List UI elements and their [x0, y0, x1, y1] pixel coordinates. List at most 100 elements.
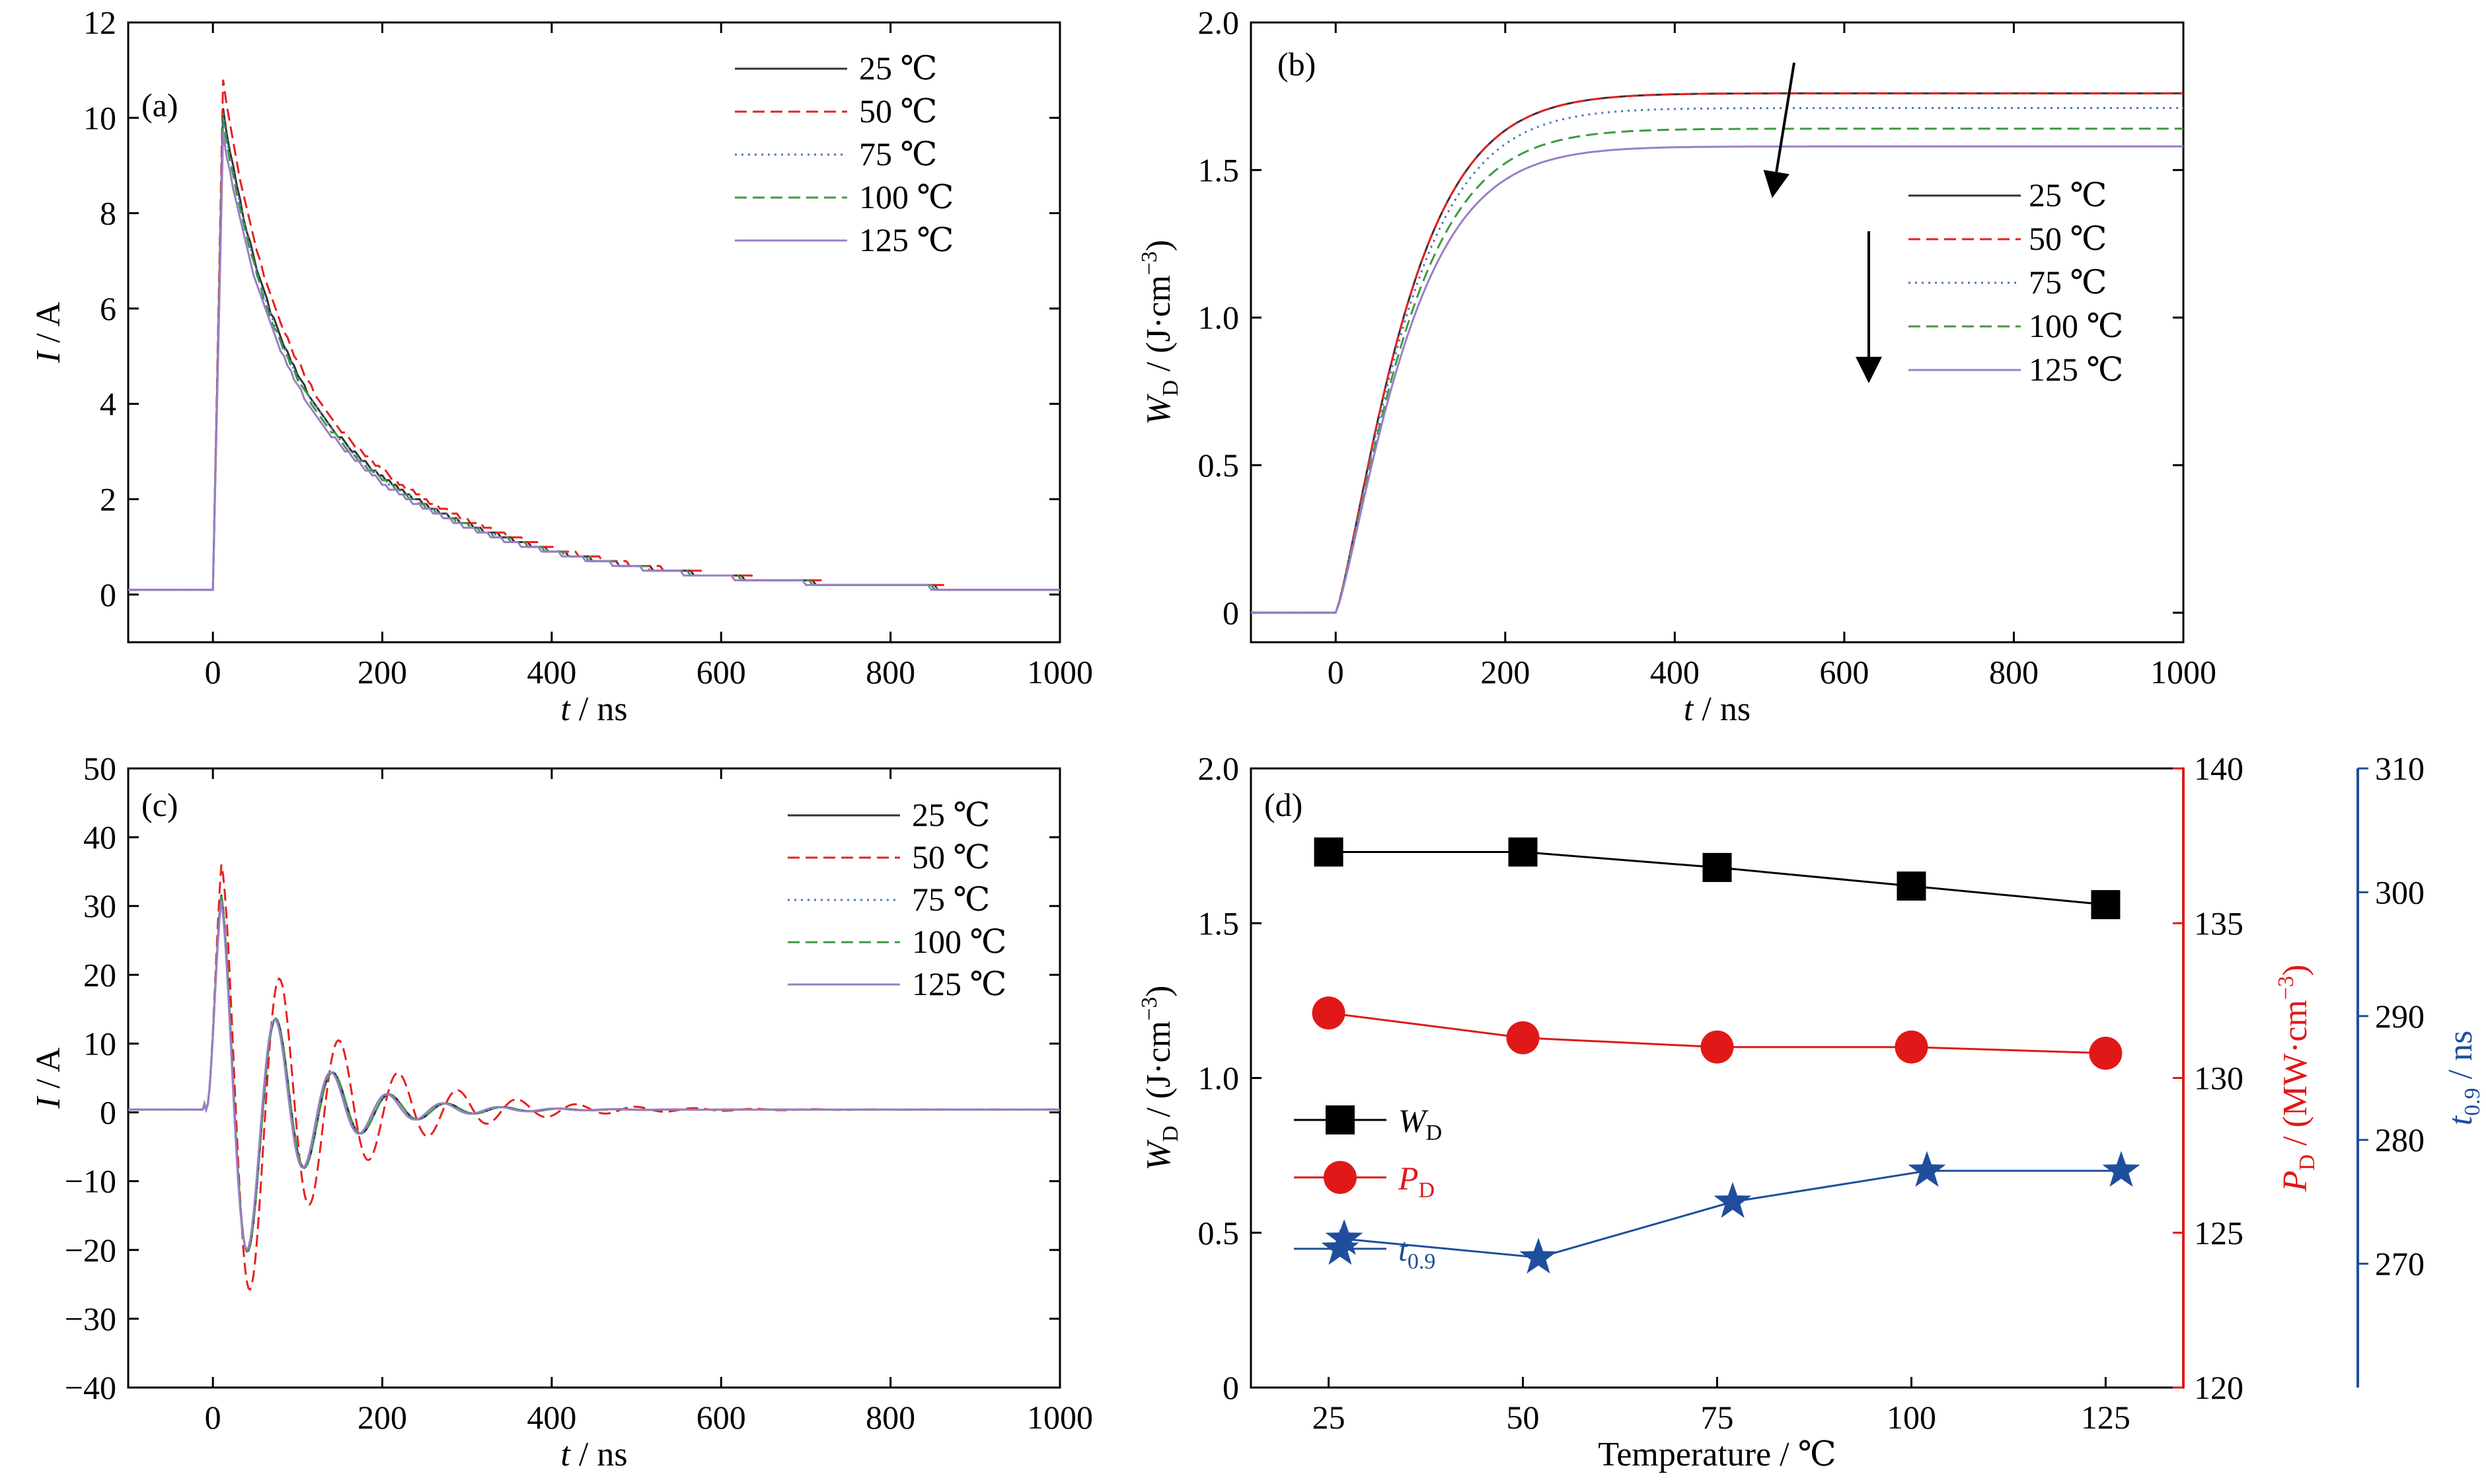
y-tick-label: 0: [100, 576, 116, 613]
y-tick-label: 12: [83, 4, 116, 41]
y-axis-title: WD / (J·cm−3): [1137, 240, 1183, 425]
x-tick-label: 75: [1701, 1399, 1734, 1436]
x-tick-label: 600: [697, 653, 746, 690]
legend-label: 50 ℃: [2029, 220, 2107, 257]
circle-marker: [1324, 1161, 1357, 1194]
legend-label: 50 ℃: [859, 93, 937, 130]
legend-label: 125 ℃: [2029, 351, 2123, 388]
y-tick-label: 140: [2194, 750, 2243, 787]
x-tick-label: 400: [1650, 653, 1700, 690]
y-tick-label: 290: [2375, 998, 2425, 1035]
y-tick-label: 40: [83, 819, 116, 856]
y-axis-title: I / A: [30, 301, 67, 363]
series-line: [128, 131, 1060, 591]
x-tick-label: 200: [358, 653, 407, 690]
y-tick-label: 30: [83, 887, 116, 924]
star-marker: [1321, 1229, 1359, 1265]
legend-label: 100 ℃: [912, 923, 1006, 960]
y-tick-label: 8: [100, 195, 116, 232]
y-tick-label: 20: [83, 956, 116, 993]
y-tick-label: 300: [2375, 873, 2425, 910]
circle-marker: [1895, 1030, 1928, 1064]
y-axis-title: I / A: [30, 1047, 67, 1109]
x-tick-label: 1000: [1027, 653, 1093, 690]
y-tick-label: 50: [83, 750, 116, 787]
y-tick-label: 6: [100, 290, 116, 327]
star-marker: [1519, 1238, 1558, 1274]
x-tick-label: 100: [1887, 1399, 1936, 1436]
x-tick-label: 50: [1507, 1399, 1540, 1436]
legend-label: 75 ℃: [859, 135, 937, 172]
x-tick-label: 25: [1312, 1399, 1345, 1436]
y-tick-label: 120: [2194, 1369, 2243, 1406]
y-tick-label: 2: [100, 481, 116, 518]
panel-label: (a): [141, 87, 178, 124]
y-axis-title-t09: t0.9 / ns: [2442, 1031, 2485, 1126]
star-marker: [1325, 1219, 1363, 1255]
legend-label: 100 ℃: [2029, 307, 2123, 344]
legend-label: 75 ℃: [2029, 264, 2107, 301]
y-tick-label: −40: [65, 1369, 116, 1406]
series-line: [1251, 92, 2183, 614]
y-tick-label: −30: [65, 1300, 116, 1337]
y-tick-label: 0.5: [1198, 447, 1240, 484]
panel-c-frame: [127, 767, 1061, 1389]
x-tick-label: 1000: [1027, 1399, 1093, 1436]
square-marker: [1314, 837, 1343, 867]
square-marker: [1508, 837, 1538, 867]
legend-label: 125 ℃: [912, 965, 1006, 1002]
x-tick-label: 200: [1480, 653, 1530, 690]
y-tick-label: 2.0: [1198, 750, 1240, 787]
panel-label: (c): [141, 786, 178, 823]
circle-marker: [1700, 1030, 1734, 1064]
y-tick-label: −10: [65, 1163, 116, 1200]
panel-a-frame: [127, 21, 1061, 644]
y-tick-label: −20: [65, 1232, 116, 1269]
circle-marker: [1312, 996, 1345, 1030]
series-line: [1251, 145, 2183, 614]
y-tick-label: 2.0: [1198, 4, 1240, 41]
y-tick-label: 1.5: [1198, 905, 1240, 942]
y-axis-title-left: WD / (J·cm−3): [1137, 985, 1183, 1170]
y-tick-label: 0: [1223, 594, 1239, 631]
star-marker: [1714, 1181, 1752, 1218]
legend-label: 25 ℃: [2029, 176, 2107, 213]
legend-label: 125 ℃: [859, 221, 954, 258]
y-tick-label: 130: [2194, 1060, 2243, 1097]
x-tick-label: 800: [1989, 653, 2039, 690]
x-axis-title: t / ns: [1684, 690, 1751, 728]
y-tick-label: 10: [83, 1025, 116, 1062]
square-marker: [1702, 852, 1732, 882]
legend-label: t0.9: [1398, 1231, 1435, 1274]
series-line: [128, 901, 1060, 1252]
legend-label: 75 ℃: [912, 881, 990, 918]
x-axis-title: Temperature / ℃: [1598, 1436, 1836, 1473]
panel-label: (d): [1264, 786, 1302, 823]
y-axis-title-pd: PD / (MW·cm−3): [2274, 965, 2319, 1193]
x-tick-label: 0: [1328, 653, 1344, 690]
y-tick-label: 0.5: [1198, 1214, 1240, 1251]
x-tick-label: 600: [1819, 653, 1869, 690]
x-tick-label: 400: [527, 1399, 576, 1436]
legend-label: 50 ℃: [912, 838, 990, 875]
x-tick-label: 400: [527, 653, 576, 690]
star-marker: [1908, 1151, 1946, 1187]
x-tick-label: 200: [358, 1399, 407, 1436]
legend-label: 25 ℃: [859, 50, 937, 87]
y-tick-label: 280: [2375, 1121, 2425, 1158]
series-line: [1251, 128, 2183, 614]
x-tick-label: 800: [866, 1399, 915, 1436]
y-tick-label: 0: [1223, 1369, 1239, 1406]
x-tick-label: 0: [205, 653, 221, 690]
y-tick-label: 270: [2375, 1245, 2425, 1282]
x-tick-label: 125: [2081, 1399, 2130, 1436]
y-tick-label: 125: [2194, 1214, 2243, 1251]
legend-label: 25 ℃: [912, 796, 990, 833]
x-tick-label: 1000: [2150, 653, 2216, 690]
square-marker: [2091, 890, 2121, 920]
circle-marker: [1506, 1021, 1540, 1055]
x-tick-label: 800: [866, 653, 915, 690]
legend-label: 100 ℃: [859, 178, 954, 215]
legend-label: PD: [1398, 1160, 1435, 1203]
